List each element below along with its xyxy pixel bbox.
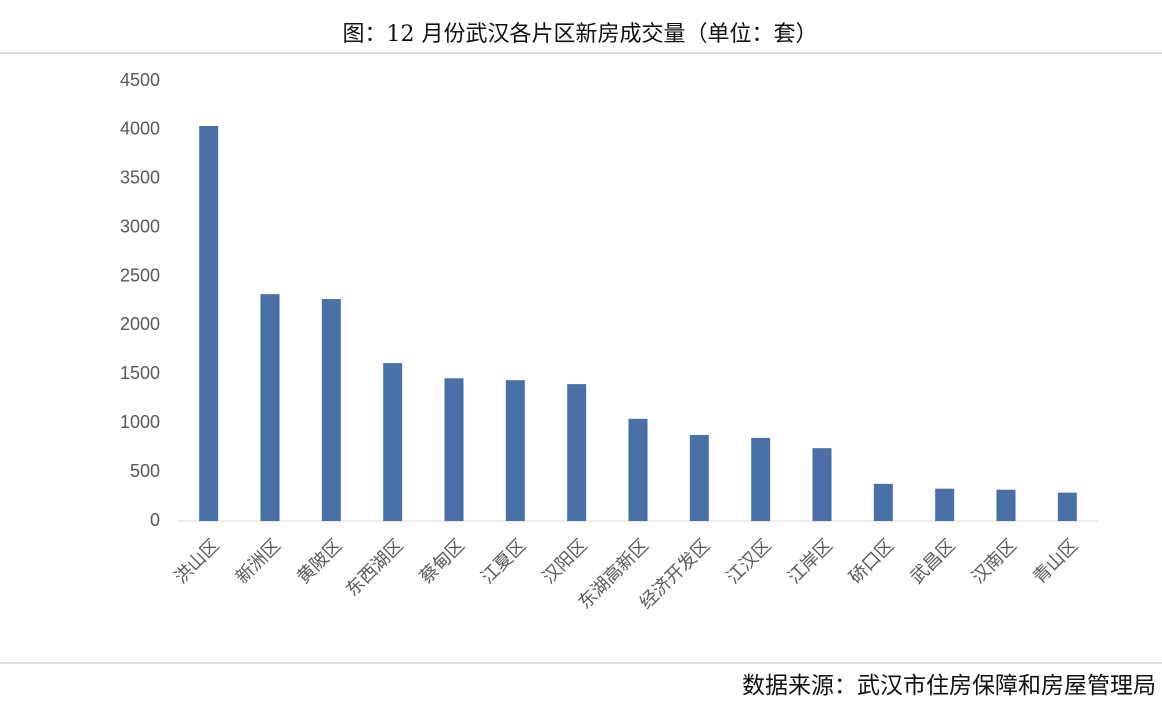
x-tick-label: 硚口区 — [845, 535, 897, 587]
bar — [689, 434, 709, 521]
x-tick-label: 江夏区 — [477, 535, 529, 587]
x-tick-label: 武昌区 — [907, 535, 959, 587]
bar — [996, 489, 1016, 521]
x-tick-label: 东西湖区 — [342, 535, 407, 600]
y-tick-label: 2000 — [120, 314, 160, 334]
x-tick-label: 汉阳区 — [539, 535, 591, 587]
bar — [199, 125, 219, 521]
y-tick-label: 500 — [130, 461, 160, 481]
x-tick-label: 汉南区 — [968, 535, 1020, 587]
x-tick-label: 青山区 — [1029, 535, 1081, 587]
y-tick-label: 1000 — [120, 412, 160, 432]
bar — [873, 483, 893, 521]
bar — [260, 294, 280, 521]
y-tick-label: 1500 — [120, 363, 160, 383]
x-tick-label: 江汉区 — [723, 535, 775, 587]
bar — [1057, 492, 1077, 521]
bar — [567, 384, 587, 521]
bar — [628, 418, 648, 521]
x-tick-label: 江岸区 — [784, 535, 836, 587]
y-tick-label: 0 — [150, 510, 160, 530]
x-tick-label: 蔡甸区 — [416, 535, 468, 587]
bar — [321, 299, 341, 521]
x-tick-label: 洪山区 — [171, 535, 223, 587]
bar — [935, 488, 955, 521]
y-tick-label: 3000 — [120, 216, 160, 236]
source-note: 数据来源：武汉市住房保障和房屋管理局 — [742, 673, 1156, 699]
bar — [812, 448, 832, 521]
bar — [444, 378, 464, 521]
bar — [505, 380, 525, 521]
y-tick-label: 3500 — [120, 168, 160, 188]
y-tick-label: 4000 — [120, 119, 160, 139]
x-tick-label: 新洲区 — [232, 535, 284, 587]
bar — [383, 363, 403, 521]
chart-title: 图：12 月份武汉各片区新房成交量（单位：套） — [343, 22, 818, 47]
y-tick-label: 2500 — [120, 265, 160, 285]
y-tick-label: 4500 — [120, 70, 160, 90]
x-tick-label: 黄陂区 — [293, 535, 345, 587]
bar — [751, 437, 771, 521]
